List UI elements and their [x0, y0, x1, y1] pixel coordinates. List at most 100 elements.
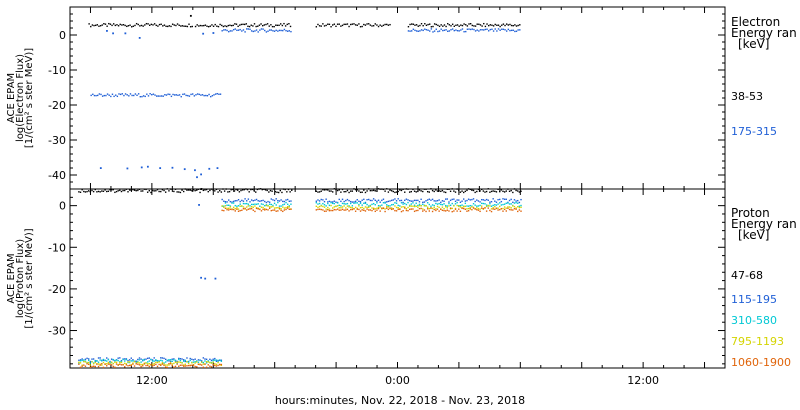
data-point: [150, 191, 152, 194]
data-point: [117, 25, 120, 27]
data-point: [126, 94, 128, 96]
data-point: [92, 365, 95, 367]
data-point: [239, 209, 241, 212]
data-point: [280, 208, 282, 210]
data-point: [497, 188, 499, 191]
data-point: [228, 30, 230, 33]
data-point: [119, 23, 121, 26]
data-point: [178, 357, 180, 360]
data-point: [228, 204, 230, 206]
data-point: [229, 208, 232, 210]
data-point: [376, 207, 378, 209]
data-point: [117, 357, 119, 359]
data-point: [251, 188, 254, 191]
data-point: [395, 206, 398, 209]
data-point: [418, 203, 421, 206]
data-point: [211, 95, 214, 97]
data-point: [200, 276, 202, 279]
legend-item: 38-53: [731, 90, 763, 103]
data-point: [147, 95, 150, 97]
data-point: [155, 359, 157, 361]
data-point: [389, 200, 391, 202]
data-point: [120, 359, 123, 362]
data-point: [183, 168, 186, 171]
data-point: [247, 203, 250, 205]
data-point: [328, 208, 331, 210]
data-point: [262, 208, 264, 211]
data-point: [419, 24, 421, 27]
data-point: [172, 93, 174, 96]
data-point: [273, 207, 276, 209]
data-point: [485, 198, 488, 201]
data-point: [247, 208, 250, 210]
data-point: [471, 205, 473, 207]
data-point: [427, 29, 429, 31]
data-point: [505, 202, 507, 204]
data-point: [327, 189, 329, 191]
data-point: [430, 188, 432, 190]
data-point: [138, 359, 141, 361]
data-point: [278, 29, 281, 32]
data-point: [214, 364, 216, 367]
data-point: [119, 357, 121, 359]
data-point: [196, 189, 198, 191]
data-point: [517, 202, 519, 204]
data-point: [436, 199, 439, 202]
data-point: [350, 190, 352, 192]
data-point: [155, 24, 157, 27]
data-point: [155, 95, 158, 97]
data-point: [345, 199, 347, 202]
x-tick-label: 0:00: [385, 374, 410, 387]
data-point: [148, 357, 150, 359]
data-point: [181, 358, 183, 360]
data-point: [417, 206, 419, 208]
data-point: [413, 210, 416, 213]
data-point: [325, 208, 327, 210]
data-point: [196, 360, 198, 362]
data-point: [187, 94, 189, 97]
data-point: [361, 191, 363, 193]
data-point: [443, 24, 446, 26]
data-point: [210, 362, 213, 364]
data-point: [128, 359, 131, 361]
data-point: [81, 364, 83, 366]
data-point: [381, 204, 383, 206]
data-point: [98, 25, 100, 27]
data-point: [481, 207, 483, 209]
data-point: [202, 32, 205, 35]
data-point: [512, 205, 514, 207]
data-point: [96, 363, 98, 365]
data-point: [108, 94, 110, 96]
data-point: [215, 360, 218, 362]
data-point: [476, 205, 478, 207]
data-point: [142, 363, 144, 366]
data-point: [112, 32, 114, 35]
data-point: [285, 201, 287, 204]
data-point: [201, 364, 203, 366]
data-point: [447, 23, 449, 25]
data-point: [348, 206, 350, 208]
data-point: [169, 359, 172, 361]
data-point: [418, 204, 421, 207]
data-point: [286, 23, 288, 26]
data-point: [485, 190, 488, 193]
data-point: [422, 201, 424, 204]
data-point: [106, 363, 108, 365]
data-point: [210, 366, 213, 368]
data-point: [492, 190, 494, 192]
data-point: [197, 359, 200, 361]
data-point: [411, 23, 413, 25]
data-point: [425, 200, 427, 202]
data-point: [231, 30, 233, 32]
data-point: [379, 205, 381, 207]
data-point: [244, 198, 246, 200]
data-point: [284, 25, 287, 27]
data-point: [479, 29, 482, 31]
data-point: [441, 206, 444, 208]
data-point: [130, 357, 132, 359]
y-axis-label: ACE EPAM: [6, 253, 17, 303]
x-axis-label: hours:minutes, Nov. 22, 2018 - Nov. 23, …: [275, 394, 525, 407]
data-point: [288, 23, 290, 25]
